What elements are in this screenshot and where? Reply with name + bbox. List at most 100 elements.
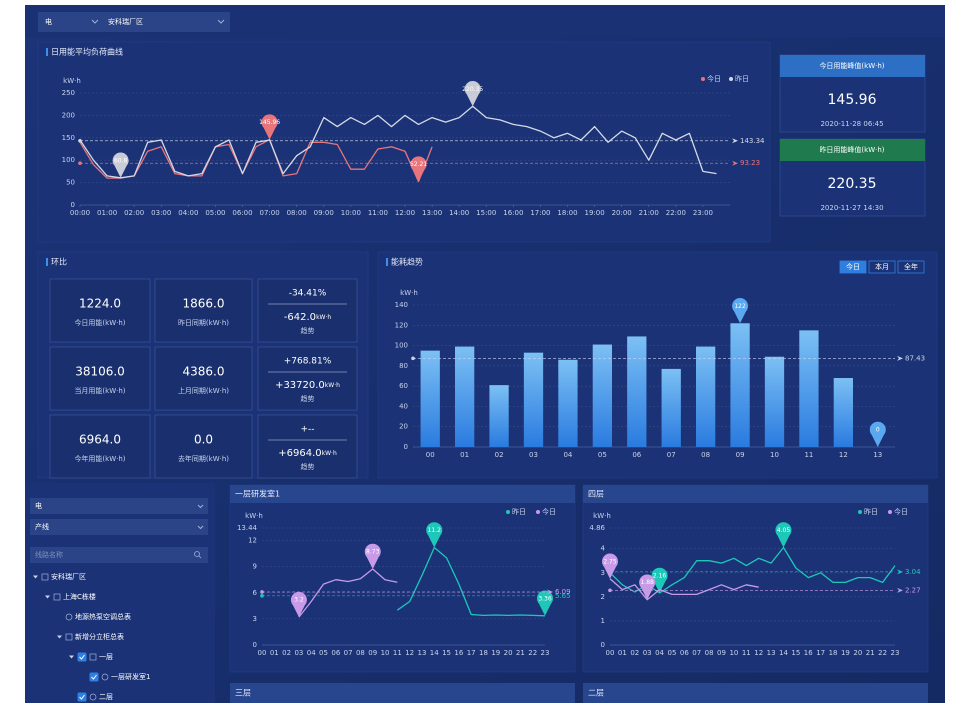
x-tick-label: 04 [307, 649, 316, 657]
bar [627, 336, 647, 447]
average-label: 3.04 [905, 568, 921, 576]
stat-value: 4386.0 [183, 365, 225, 379]
x-tick-label: 09:00 [314, 209, 334, 217]
check-mark [79, 694, 85, 700]
pin [732, 297, 749, 324]
tree-label[interactable]: 新增分立柜总表 [75, 632, 124, 641]
legend-dot [701, 77, 705, 81]
average-arrow [897, 587, 903, 593]
range-button-label: 全年 [904, 262, 918, 271]
tree-label[interactable]: 一层研发室1 [111, 672, 150, 681]
pin-label: 4.05 [777, 527, 791, 534]
stat-label: 趋势 [301, 326, 315, 335]
x-tick-label: 09 [717, 649, 726, 657]
stat-value: 0.0 [194, 433, 213, 447]
tree-select[interactable] [30, 519, 208, 535]
stat-value: 1224.0 [79, 297, 121, 311]
average-label: 6.09 [555, 588, 571, 596]
select-box[interactable] [38, 12, 230, 32]
pin-label: 1.88 [640, 579, 654, 586]
range-button[interactable] [897, 260, 925, 274]
tree-label[interactable]: 一层 [99, 653, 113, 661]
x-tick-label: 06 [632, 451, 641, 459]
x-tick-label: 14:00 [449, 209, 469, 217]
title-accent [386, 258, 388, 266]
y-axis-label: kW·h [593, 512, 611, 520]
y-tick-label: 250 [62, 89, 75, 97]
x-tick-label: 13 [873, 451, 882, 459]
tree-select[interactable] [30, 498, 208, 514]
tree-icon [65, 613, 73, 621]
check-mark [91, 674, 97, 680]
y-tick-label: 4 [601, 545, 606, 553]
tree-icon [53, 593, 61, 601]
tree-toggle[interactable] [45, 595, 50, 599]
search-icon [198, 555, 202, 559]
peak-card-time: 2020-11-28 06:45 [820, 120, 883, 128]
stat-value: 38106.0 [75, 365, 125, 379]
stat-cell [154, 414, 253, 479]
x-tick-label: 15 [442, 649, 451, 657]
stat-value: 1866.0 [183, 297, 225, 311]
average-arrow [547, 589, 553, 595]
tree-search-placeholder: 线路名称 [35, 550, 63, 559]
x-tick-label: 11 [742, 649, 751, 657]
tree-toggle[interactable] [69, 655, 74, 659]
stat-diff-unit: kW·h [322, 450, 337, 457]
x-tick-label: 02 [282, 649, 291, 657]
x-tick-label: 10:00 [341, 209, 361, 217]
chevron [197, 525, 204, 530]
x-tick-label: 20:00 [612, 209, 632, 217]
bar [592, 344, 612, 447]
tree-label[interactable]: 二层 [99, 693, 113, 701]
range-button[interactable] [868, 260, 896, 274]
tree-toggle[interactable] [33, 575, 38, 579]
x-tick-label: 23:00 [693, 209, 713, 217]
y-tick-label: 100 [62, 156, 75, 164]
stat-diff-value: +33720.0 [275, 380, 325, 391]
panel-title: 一层研发室1 [235, 489, 280, 499]
stat-diff-unit: kW·h [316, 314, 331, 321]
average-dot [411, 356, 415, 361]
tree-checkbox[interactable] [77, 692, 87, 702]
tree-toggle[interactable] [57, 635, 62, 639]
x-tick-label: 06 [680, 649, 689, 657]
tree-icon [65, 633, 73, 641]
y-tick-label: 40 [399, 402, 408, 410]
pin [290, 591, 307, 618]
bar [455, 346, 475, 447]
stat-cell [154, 278, 253, 343]
x-tick-label: 01:00 [97, 209, 117, 217]
average-label: 5.65 [555, 592, 571, 600]
x-tick-label: 00 [426, 451, 435, 459]
average-arrow [897, 569, 903, 575]
bar [661, 368, 681, 447]
tree-label[interactable]: 安科瑞厂区 [51, 572, 86, 581]
tree-select-value: 电 [35, 501, 42, 510]
x-tick-label: 22 [878, 649, 887, 657]
pin-label: 145.96 [259, 119, 280, 126]
pin-label: 122 [734, 303, 746, 310]
tree-checkbox[interactable] [89, 672, 99, 682]
chevron [197, 504, 204, 509]
tree-checkbox[interactable] [77, 652, 87, 662]
panel-title: 日用能平均负荷曲线 [51, 47, 123, 57]
range-button[interactable] [839, 260, 867, 274]
pin [602, 553, 618, 579]
x-tick-label: 23 [891, 649, 900, 657]
peak-card-title: 昨日用能峰值(kW·h) [819, 145, 884, 154]
bar [523, 352, 544, 447]
panel-title: 二层 [588, 689, 604, 698]
title-accent [46, 258, 48, 266]
average-arrow [732, 138, 738, 144]
tree-icon [89, 693, 97, 701]
tree-label[interactable]: 地源热泵空调总表 [75, 612, 131, 621]
x-tick-label: 22 [528, 649, 537, 657]
stat-cell [49, 414, 151, 479]
series-line [298, 568, 398, 618]
tree-label[interactable]: 上海C栋楼 [63, 592, 96, 601]
x-tick-label: 08 [356, 649, 365, 657]
tree-search[interactable] [30, 547, 208, 563]
x-tick-label: 03 [294, 649, 303, 657]
average-label: 2.27 [905, 586, 921, 594]
